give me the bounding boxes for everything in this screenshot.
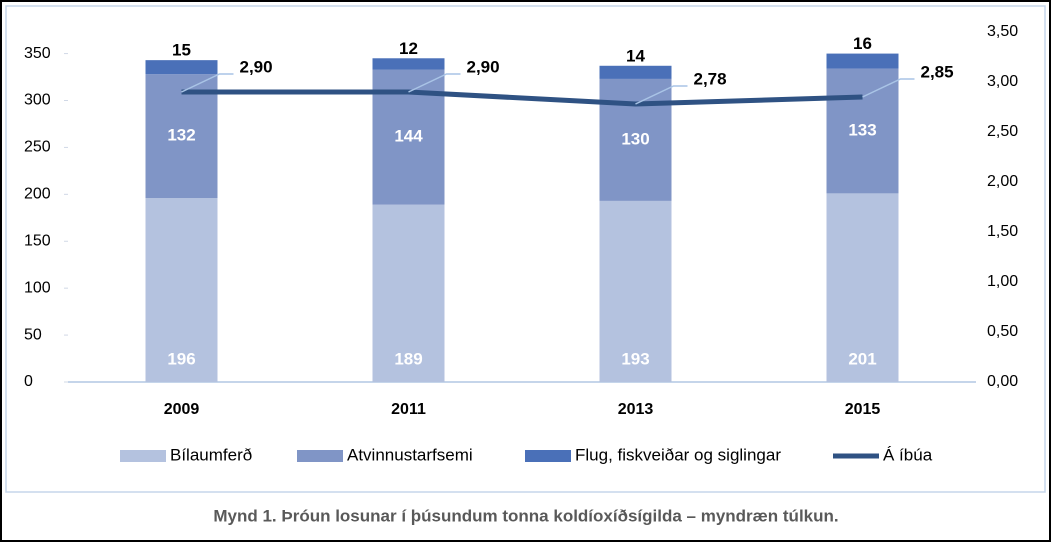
legend-label: Flug, fiskveiðar og siglingar bbox=[575, 445, 781, 464]
bar-value-label: 14 bbox=[626, 46, 645, 65]
line-value-label: 2,90 bbox=[240, 57, 273, 76]
y-tick-label: 250 bbox=[24, 139, 51, 156]
bar-value-label: 144 bbox=[394, 127, 423, 146]
y2-tick-label: 0,00 bbox=[987, 373, 1018, 390]
bar-segment bbox=[372, 204, 445, 382]
bar-segment bbox=[826, 53, 899, 69]
legend-swatch bbox=[297, 450, 343, 462]
y-tick-label: 300 bbox=[24, 92, 51, 109]
legend-label: Atvinnustarfsemi bbox=[347, 445, 473, 464]
line-value-label: 2,78 bbox=[694, 69, 727, 88]
line-series bbox=[181, 89, 863, 107]
bar-value-label: 196 bbox=[167, 349, 195, 368]
y-tick-label: 100 bbox=[24, 279, 51, 296]
caption: Mynd 1. Þróun losunar í þúsundum tonna k… bbox=[213, 506, 838, 525]
bar-segment bbox=[599, 78, 672, 201]
bar-segment bbox=[145, 60, 218, 75]
legend-label: Bílaumferð bbox=[170, 445, 252, 464]
leader-line bbox=[862, 78, 915, 98]
bar-value-label: 15 bbox=[172, 41, 191, 60]
x-tick-label: 2013 bbox=[618, 401, 654, 418]
bar-value-label: 189 bbox=[394, 349, 422, 368]
bar-segment bbox=[599, 200, 672, 382]
leader-line bbox=[181, 73, 234, 93]
bar-segment bbox=[372, 58, 445, 70]
leader-line bbox=[635, 85, 688, 105]
x-tick-label: 2009 bbox=[164, 401, 200, 418]
y-tick-label: 150 bbox=[24, 232, 51, 249]
x-tick-label: 2011 bbox=[391, 401, 426, 418]
chart-frame bbox=[5, 5, 1046, 493]
y2-tick-label: 3,00 bbox=[987, 73, 1018, 90]
bar-value-label: 12 bbox=[399, 39, 418, 58]
y-tick-label: 50 bbox=[24, 326, 42, 343]
legend-swatch bbox=[120, 450, 166, 462]
bar-value-label: 201 bbox=[848, 349, 876, 368]
y2-tick-label: 1,50 bbox=[987, 223, 1018, 240]
y2-tick-label: 0,50 bbox=[987, 323, 1018, 340]
bar-value-label: 16 bbox=[853, 34, 872, 53]
legend-label: Á íbúa bbox=[883, 445, 933, 464]
y-tick-label: 350 bbox=[24, 45, 51, 62]
y-tick-label: 200 bbox=[24, 186, 51, 203]
bar-segment bbox=[826, 193, 899, 382]
bar-segment bbox=[599, 65, 672, 79]
bar-segment bbox=[826, 68, 899, 194]
bar-value-label: 130 bbox=[621, 129, 649, 148]
y2-tick-label: 1,00 bbox=[987, 273, 1018, 290]
line-value-label: 2,85 bbox=[921, 62, 954, 81]
leader-line bbox=[408, 73, 461, 93]
legend-swatch bbox=[525, 450, 571, 462]
bar-value-label: 133 bbox=[848, 120, 876, 139]
y2-tick-label: 2,00 bbox=[987, 173, 1018, 190]
y-tick-label: 0 bbox=[24, 373, 33, 390]
bar-segment bbox=[145, 74, 218, 199]
line-value-label: 2,90 bbox=[467, 57, 500, 76]
y2-tick-label: 3,50 bbox=[987, 23, 1018, 40]
x-tick-label: 2015 bbox=[845, 401, 881, 418]
bar-value-label: 132 bbox=[167, 126, 195, 145]
bar-value-label: 193 bbox=[621, 349, 649, 368]
y2-tick-label: 2,50 bbox=[987, 123, 1018, 140]
bar-segment bbox=[145, 198, 218, 382]
